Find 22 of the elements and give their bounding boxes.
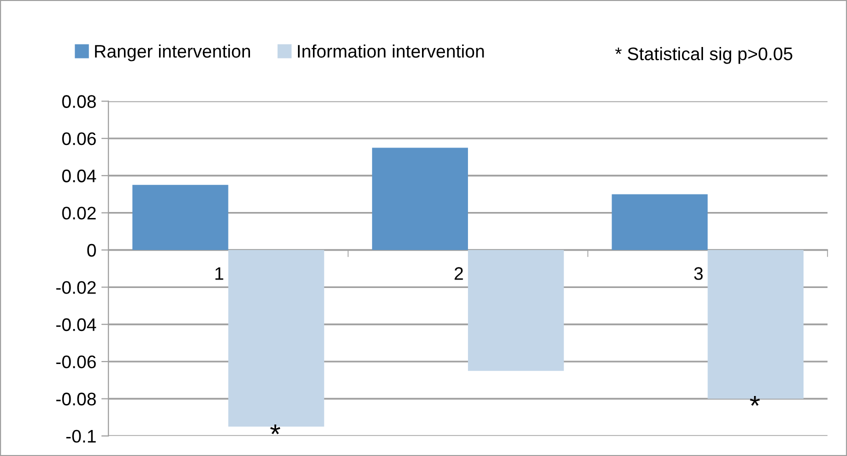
x-tick-label: 2 [454, 267, 463, 280]
legend-label: Information intervention [298, 44, 484, 58]
y-tick-label: -0.1 [66, 430, 96, 443]
legend-label: Ranger intervention [95, 44, 250, 62]
y-tick-label: 0.04 [62, 170, 96, 182]
annotation: * [750, 396, 760, 406]
y-tick-label: -0.08 [56, 392, 96, 406]
x-tick-label: 1 [215, 267, 224, 280]
y-tick-label: -0.04 [56, 318, 96, 332]
bar [612, 194, 708, 250]
y-tick-label: 0.02 [62, 206, 96, 220]
y-tick-label: 0 [87, 244, 96, 257]
y-tick-label: -0.02 [56, 281, 96, 294]
bar [132, 184, 228, 250]
bar [372, 148, 468, 250]
x-tick-label: 3 [694, 267, 703, 280]
y-tick-label: 0.08 [62, 95, 96, 108]
text: * Statistical sig p>0.05 [615, 47, 792, 64]
y-tick-label: 0.06 [62, 132, 96, 146]
bar [468, 250, 564, 371]
annotation: * [270, 424, 280, 434]
y-tick-label: -0.06 [56, 355, 96, 368]
